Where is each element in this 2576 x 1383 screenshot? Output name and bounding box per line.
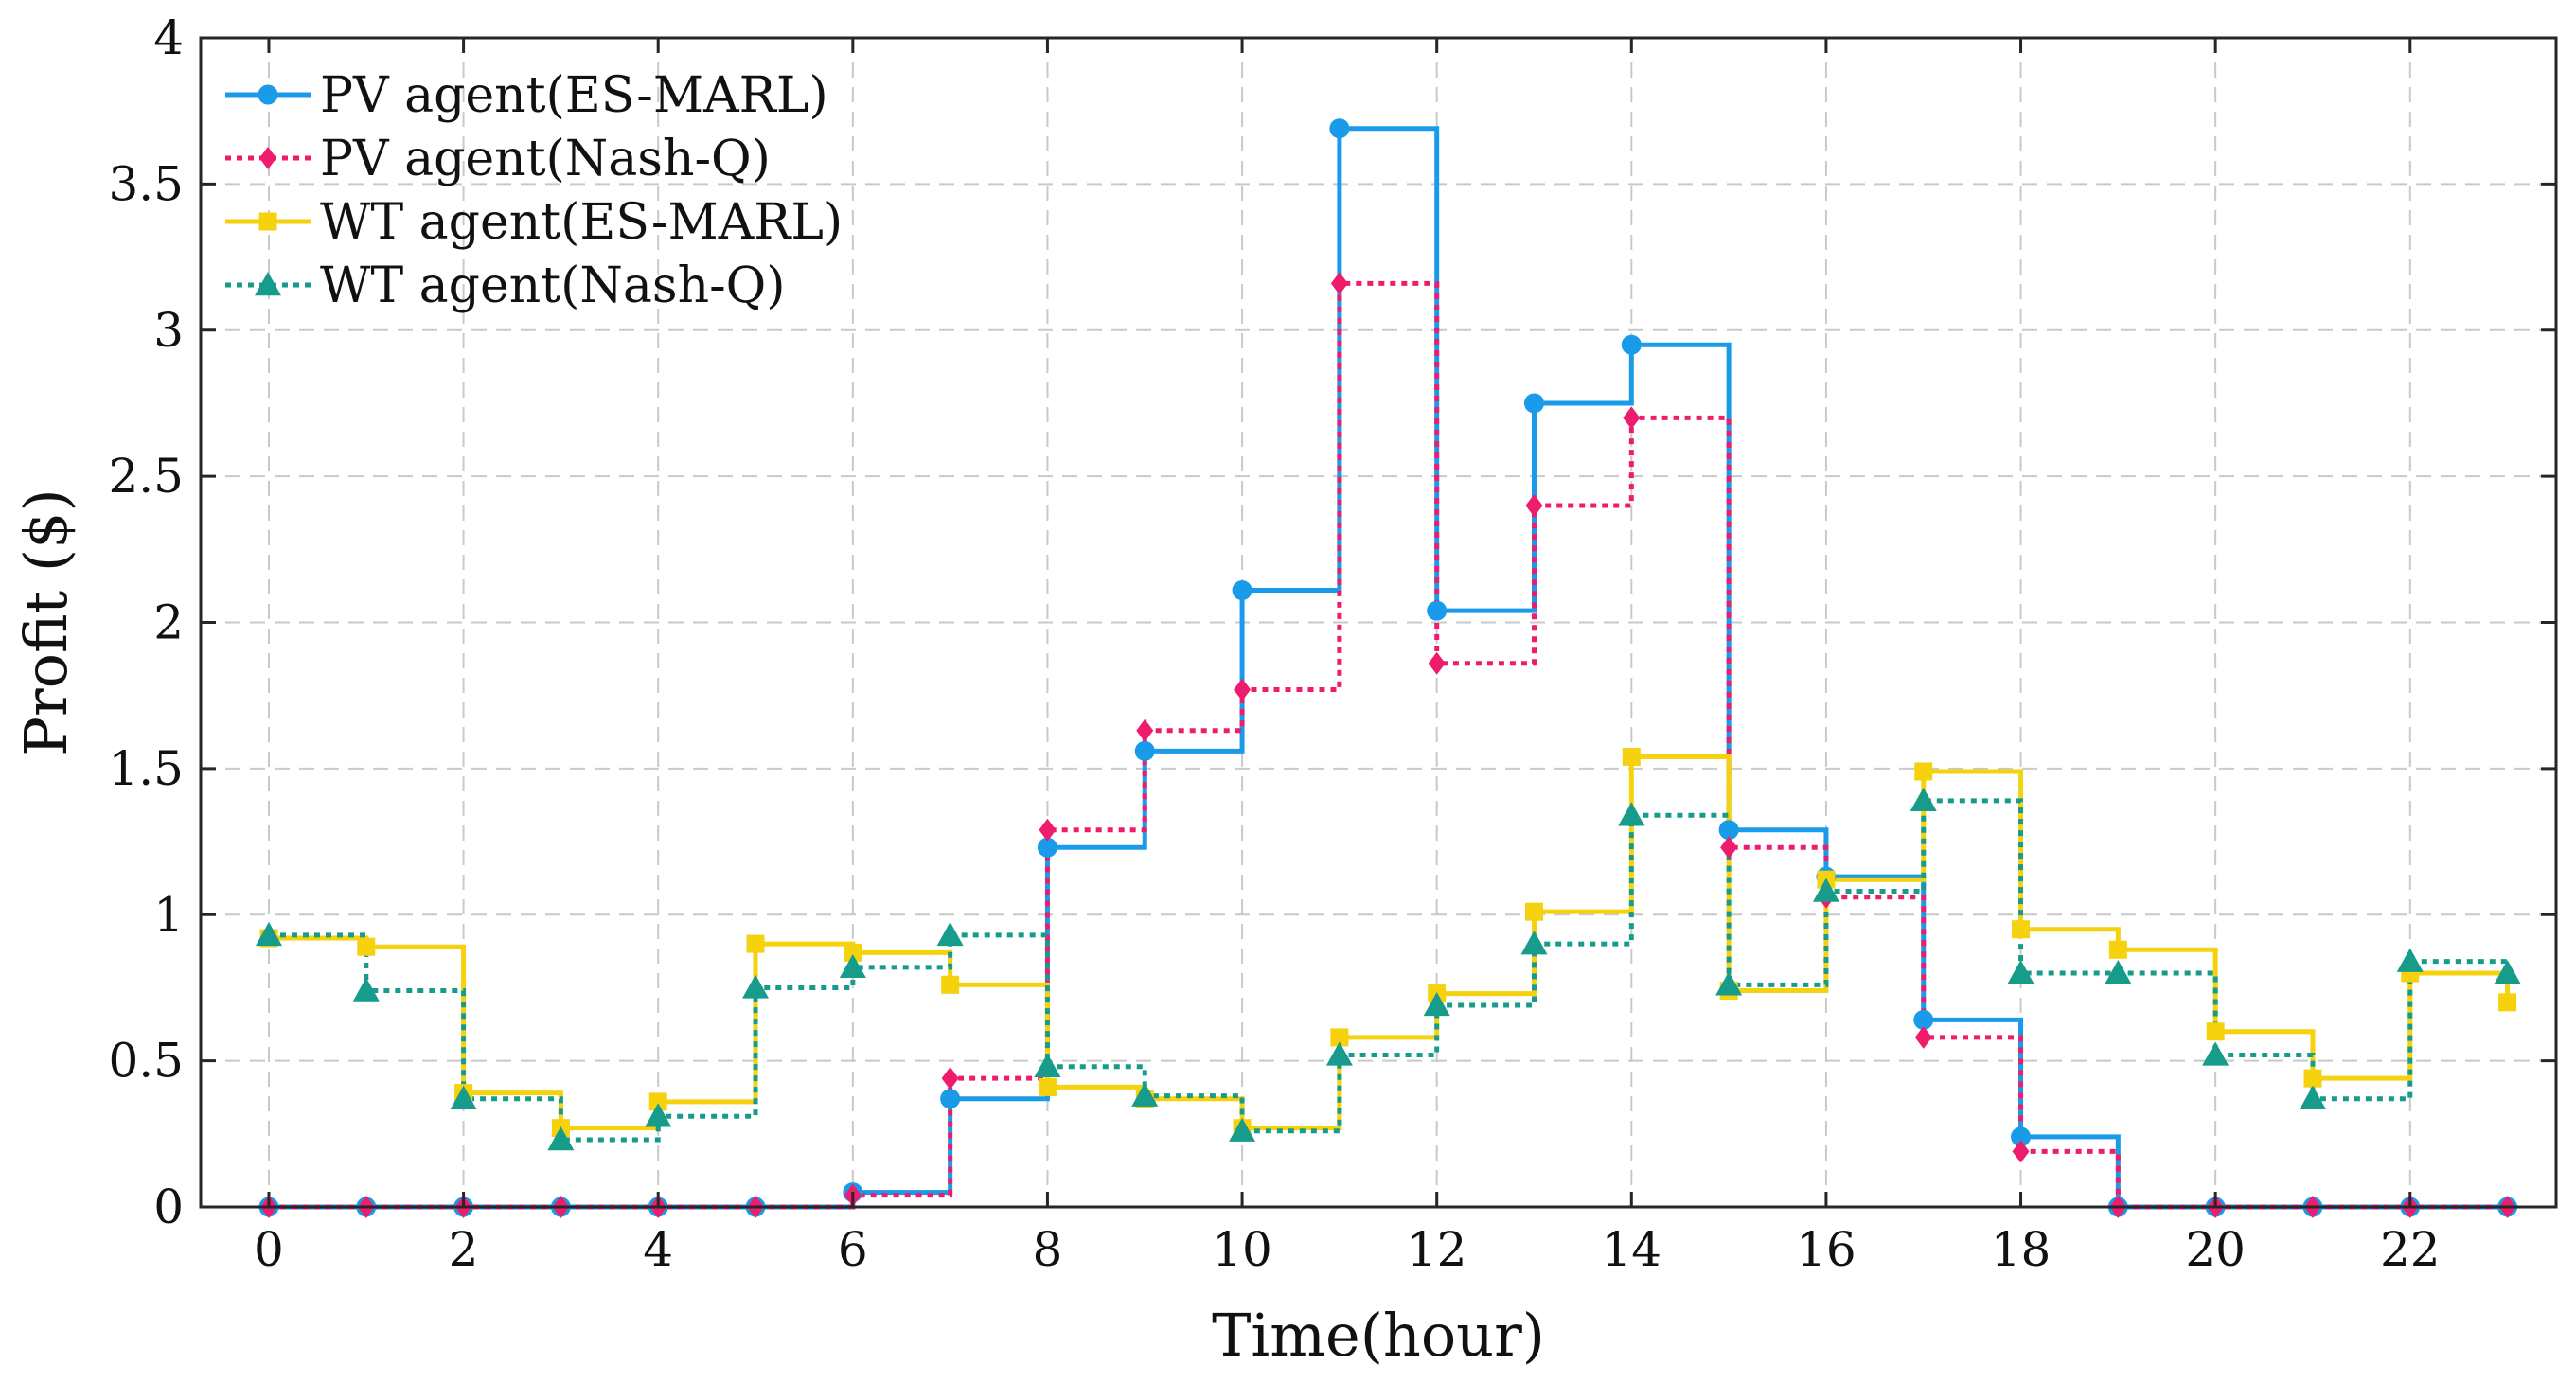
data-point-wt-agent-es-marl <box>844 943 862 962</box>
y-axis-title: Profit ($) <box>11 488 80 755</box>
x-tick-label: 20 <box>2185 1222 2246 1277</box>
data-point-wt-agent-nash-q <box>1812 878 1839 902</box>
x-tick-label: 22 <box>2380 1222 2441 1277</box>
y-tick-label: 0.5 <box>108 1034 184 1089</box>
data-point-pv-agent-es-marl <box>1913 1009 1934 1030</box>
data-point-pv-agent-nash-q <box>1330 272 1348 295</box>
legend: PV agent(ES-MARL) PV agent(Nash-Q) WT agen… <box>225 67 843 314</box>
data-point-wt-agent-nash-q <box>2494 960 2521 984</box>
data-point-wt-agent-es-marl <box>648 1092 667 1111</box>
x-axis-title: Time(hour) <box>1212 1301 1545 1370</box>
data-point-wt-agent-nash-q <box>2202 1041 2230 1066</box>
x-tick-label: 6 <box>838 1222 868 1277</box>
x-tick-label: 18 <box>1991 1222 2052 1277</box>
y-tick-label: 2.5 <box>108 449 184 504</box>
data-point-wt-agent-es-marl <box>1038 1077 1057 1096</box>
x-tick-label: 14 <box>1601 1222 1661 1277</box>
legend-label: WT agent(ES-MARL) <box>320 194 843 251</box>
data-point-wt-agent-nash-q <box>1229 1117 1256 1142</box>
legend-swatch-marker <box>259 147 276 169</box>
data-point-wt-agent-es-marl <box>1330 1028 1349 1047</box>
y-tick-label: 1.5 <box>108 741 184 796</box>
data-point-wt-agent-nash-q <box>1618 802 1645 826</box>
data-point-wt-agent-nash-q <box>1034 1053 1061 1077</box>
y-tick-label: 2 <box>153 595 184 650</box>
y-tick-label: 1 <box>153 887 184 942</box>
data-point-wt-agent-nash-q <box>2007 960 2034 984</box>
data-point-wt-agent-nash-q <box>1520 931 1548 955</box>
legend-swatch-marker <box>255 272 281 296</box>
data-point-wt-agent-nash-q <box>352 977 380 1002</box>
data-point-wt-agent-es-marl <box>2206 1022 2225 1041</box>
series-line-wt-agent-nash-q <box>268 798 2511 1143</box>
legend-swatch-marker <box>258 84 278 105</box>
data-point-wt-agent-es-marl <box>1524 902 1543 921</box>
x-tick-label: 0 <box>254 1222 284 1277</box>
y-tick-label: 3.5 <box>108 156 184 211</box>
data-point-wt-agent-es-marl <box>2498 993 2517 1012</box>
data-point-pv-agent-es-marl <box>940 1089 961 1109</box>
legend-label: PV agent(Nash-Q) <box>320 131 771 187</box>
data-point-wt-agent-es-marl <box>2012 920 2031 939</box>
data-point-pv-agent-es-marl <box>1037 837 1057 858</box>
data-point-wt-agent-nash-q <box>1910 787 1937 812</box>
data-point-pv-agent-nash-q <box>2012 1140 2030 1163</box>
data-point-pv-agent-es-marl <box>2011 1126 2032 1147</box>
data-point-pv-agent-es-marl <box>1232 580 1252 601</box>
data-point-wt-agent-nash-q <box>936 921 964 947</box>
data-point-pv-agent-nash-q <box>1720 836 1738 860</box>
x-tick-label: 10 <box>1212 1222 1272 1277</box>
x-tick-label: 8 <box>1033 1222 1063 1277</box>
data-point-wt-agent-es-marl <box>2303 1069 2322 1088</box>
data-point-wt-agent-nash-q <box>2105 960 2132 984</box>
data-point-wt-agent-nash-q <box>1715 971 1743 996</box>
x-tick-label: 2 <box>449 1222 479 1277</box>
data-point-wt-agent-es-marl <box>1914 762 1933 781</box>
x-tick-label: 16 <box>1796 1222 1856 1277</box>
data-point-pv-agent-nash-q <box>1039 818 1057 842</box>
data-point-wt-agent-nash-q <box>1325 1041 1353 1066</box>
data-point-pv-agent-nash-q <box>1525 494 1543 517</box>
y-tick-label: 4 <box>153 10 184 65</box>
data-point-wt-agent-nash-q <box>547 1126 575 1151</box>
data-point-pv-agent-nash-q <box>1623 406 1641 430</box>
legend-label: PV agent(ES-MARL) <box>320 67 828 124</box>
data-point-wt-agent-nash-q <box>1131 1082 1159 1107</box>
data-point-pv-agent-nash-q <box>941 1067 959 1090</box>
x-tick-label: 12 <box>1407 1222 1467 1277</box>
data-point-wt-agent-nash-q <box>2396 948 2424 972</box>
data-point-pv-agent-es-marl <box>1329 118 1350 139</box>
data-point-pv-agent-nash-q <box>1428 651 1446 675</box>
x-tick-label: 4 <box>643 1222 673 1277</box>
data-point-wt-agent-nash-q <box>1423 991 1450 1017</box>
data-point-wt-agent-nash-q <box>255 921 282 947</box>
data-point-pv-agent-nash-q <box>1234 678 1252 701</box>
data-point-pv-agent-nash-q <box>1914 1025 1932 1049</box>
data-point-wt-agent-nash-q <box>742 974 770 999</box>
data-point-wt-agent-es-marl <box>2108 940 2127 959</box>
data-point-pv-agent-nash-q <box>1136 718 1154 742</box>
y-tick-label: 0 <box>153 1179 184 1234</box>
data-point-wt-agent-es-marl <box>357 937 376 956</box>
data-point-wt-agent-nash-q <box>839 953 866 979</box>
data-point-pv-agent-es-marl <box>1134 740 1155 761</box>
data-point-pv-agent-es-marl <box>1718 820 1739 841</box>
data-point-wt-agent-nash-q <box>450 1085 477 1109</box>
axis-ticks: 0 2 4 6 8 10 12 14 16 18 20 22 0 0.5 1 1.5 2 2.5 3 3.5 4 <box>108 10 2556 1277</box>
legend-label: WT agent(Nash-Q) <box>320 257 786 314</box>
data-point-wt-agent-nash-q <box>645 1103 672 1127</box>
data-point-wt-agent-nash-q <box>2299 1085 2326 1109</box>
data-point-wt-agent-es-marl <box>746 934 765 953</box>
data-point-pv-agent-es-marl <box>1621 334 1642 355</box>
data-point-pv-agent-es-marl <box>1427 600 1448 621</box>
y-tick-label: 3 <box>153 303 184 358</box>
data-point-pv-agent-es-marl <box>1523 393 1544 414</box>
data-point-wt-agent-es-marl <box>1622 748 1641 767</box>
legend-swatch-marker <box>258 212 277 231</box>
data-point-wt-agent-es-marl <box>941 975 960 994</box>
